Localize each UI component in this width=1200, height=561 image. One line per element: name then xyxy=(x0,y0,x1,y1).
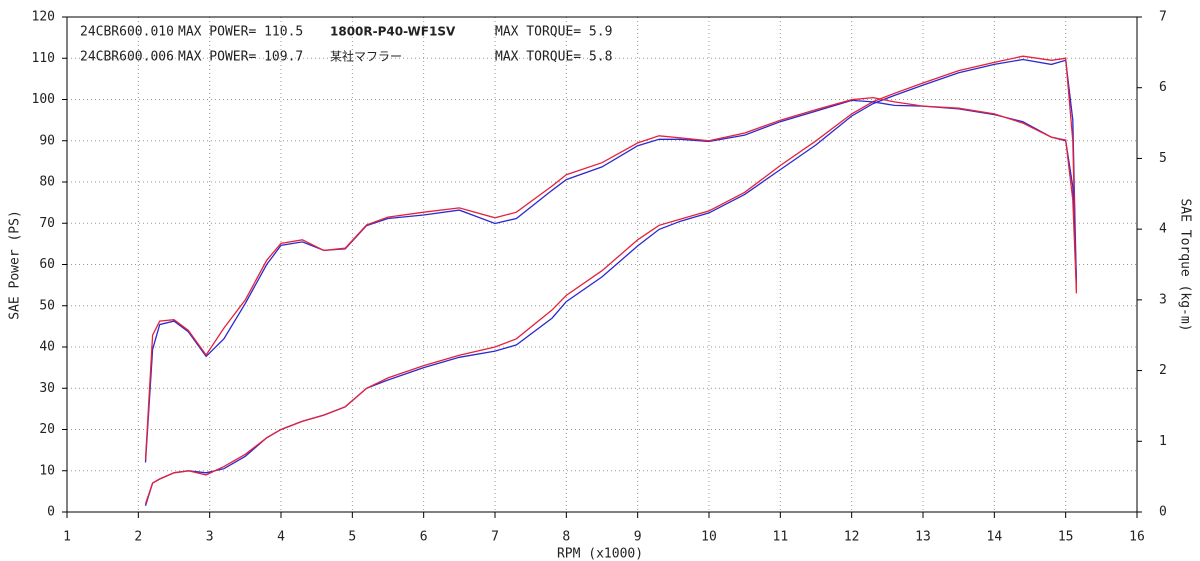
x-tick-label: 5 xyxy=(348,530,356,545)
y2-tick-label: 3 xyxy=(1159,292,1167,307)
x-tick-label: 16 xyxy=(1129,530,1145,545)
x-tick-label: 9 xyxy=(634,530,642,545)
y2-axis-title: SAE Torque (kg-m) xyxy=(1178,198,1193,331)
x-axis-title: RPM (x1000) xyxy=(557,547,643,561)
y2-tick-label: 0 xyxy=(1159,505,1167,520)
x-tick-label: 3 xyxy=(206,530,214,545)
x-tick-label: 12 xyxy=(844,530,860,545)
y-tick-label: 0 xyxy=(47,505,55,520)
y2-tick-label: 5 xyxy=(1159,151,1167,166)
y-tick-label: 110 xyxy=(32,51,55,66)
x-tick-label: 15 xyxy=(1058,530,1074,545)
annotation-max-power: MAX POWER= 110.5 xyxy=(178,25,303,40)
annotation-file: 24CBR600.010 xyxy=(80,25,174,40)
y-tick-label: 70 xyxy=(39,216,55,231)
annotation-file: 24CBR600.006 xyxy=(80,50,174,65)
y2-tick-label: 4 xyxy=(1159,222,1167,237)
x-tick-label: 11 xyxy=(773,530,789,545)
y-tick-label: 40 xyxy=(39,340,55,355)
x-tick-label: 13 xyxy=(915,530,931,545)
series-line xyxy=(144,96,1078,460)
y2-tick-label: 7 xyxy=(1159,10,1167,25)
y-axis-title: SAE Power (PS) xyxy=(8,210,23,320)
y2-tick-label: 1 xyxy=(1159,434,1167,449)
series-line xyxy=(144,58,1078,506)
x-tick-label: 7 xyxy=(491,530,499,545)
annotation-max-torque: MAX TORQUE= 5.8 xyxy=(495,50,612,65)
x-tick-label: 10 xyxy=(701,530,717,545)
y-tick-label: 20 xyxy=(39,422,55,437)
y-tick-label: 100 xyxy=(32,92,55,107)
y2-tick-label: 2 xyxy=(1159,363,1167,378)
y-tick-label: 120 xyxy=(32,10,55,25)
x-tick-label: 4 xyxy=(277,530,285,545)
series-line xyxy=(144,55,1078,505)
y2-tick-label: 6 xyxy=(1159,80,1167,95)
x-tick-label: 6 xyxy=(420,530,428,545)
y-tick-label: 10 xyxy=(39,463,55,478)
y-tick-label: 90 xyxy=(39,133,55,148)
annotation-label: 某社マフラー xyxy=(330,49,402,64)
x-tick-label: 8 xyxy=(562,530,570,545)
x-tick-label: 14 xyxy=(987,530,1003,545)
y-tick-label: 50 xyxy=(39,298,55,313)
y-tick-label: 30 xyxy=(39,381,55,396)
annotation-max-torque: MAX TORQUE= 5.9 xyxy=(495,25,612,40)
x-tick-label: 2 xyxy=(134,530,142,545)
x-tick-label: 1 xyxy=(63,530,71,545)
y-tick-label: 80 xyxy=(39,175,55,190)
annotation-label: 1800R-P40-WF1SV xyxy=(330,25,456,39)
plot-frame xyxy=(66,16,1138,513)
y-tick-label: 60 xyxy=(39,257,55,272)
annotation-max-power: MAX POWER= 109.7 xyxy=(178,50,303,65)
